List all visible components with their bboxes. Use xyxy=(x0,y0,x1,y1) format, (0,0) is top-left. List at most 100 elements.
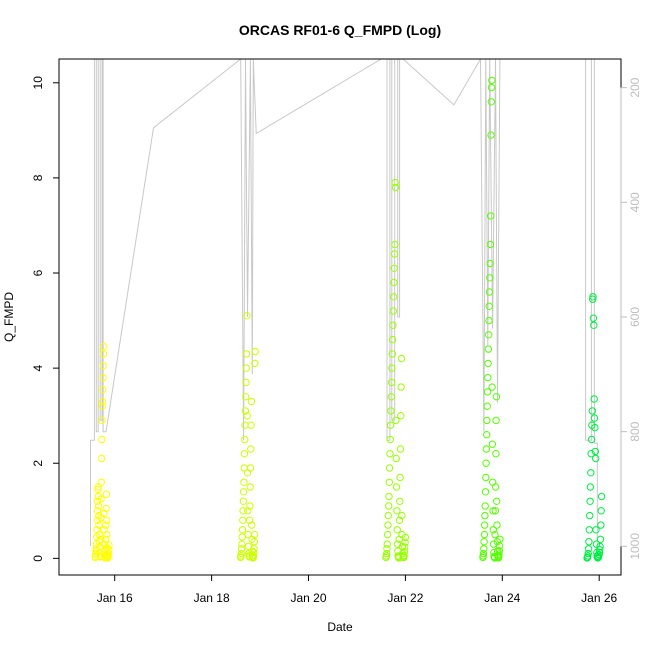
data-point xyxy=(486,274,494,282)
data-point xyxy=(489,526,497,534)
data-point xyxy=(589,293,597,301)
data-point xyxy=(391,183,400,192)
y-tick-label: 8 xyxy=(31,174,45,181)
chart-title: ORCAS RF01-6 Q_FMPD (Log) xyxy=(239,22,441,38)
data-point xyxy=(105,546,113,554)
data-point xyxy=(488,383,496,391)
data-point xyxy=(385,464,394,472)
data-point xyxy=(249,552,258,560)
data-point xyxy=(397,383,405,391)
data-point xyxy=(586,483,595,491)
data-point xyxy=(493,497,501,505)
data-point xyxy=(97,495,105,503)
data-point xyxy=(482,445,491,453)
data-point xyxy=(401,538,409,546)
data-point xyxy=(495,547,503,555)
data-point xyxy=(484,373,492,382)
data-point xyxy=(98,416,106,425)
data-point xyxy=(401,533,410,542)
data-point xyxy=(95,530,103,539)
data-point xyxy=(250,530,259,539)
data-point xyxy=(491,530,499,539)
data-point xyxy=(96,535,105,543)
data-point xyxy=(480,521,489,529)
data-point xyxy=(396,473,404,482)
data-point xyxy=(392,416,400,425)
data-point xyxy=(99,350,108,358)
data-point xyxy=(390,278,398,287)
data-point xyxy=(391,240,399,249)
data-point xyxy=(250,548,258,557)
data-point xyxy=(479,549,488,558)
data-point xyxy=(400,551,408,560)
data-point xyxy=(98,397,107,406)
data-point xyxy=(397,412,405,420)
data-point xyxy=(485,288,494,296)
data-point xyxy=(242,350,251,358)
data-point xyxy=(391,178,399,187)
data-point xyxy=(585,538,593,546)
data-point xyxy=(240,478,248,486)
data-point xyxy=(243,469,252,477)
y-axis: 0 2 4 6 8 10 xyxy=(31,76,60,562)
right-tick-label: 800 xyxy=(628,421,642,441)
data-point xyxy=(398,511,406,520)
data-point xyxy=(400,548,409,556)
data-point xyxy=(387,407,395,415)
data-point xyxy=(383,545,391,553)
data-point xyxy=(597,492,606,501)
data-point xyxy=(483,402,491,410)
data-point xyxy=(384,511,392,520)
data-point xyxy=(382,552,391,560)
data-point xyxy=(590,321,598,329)
right-tick-label: 1000 xyxy=(628,533,642,560)
data-point xyxy=(395,516,404,524)
y-tick-label: 4 xyxy=(31,364,45,371)
data-point xyxy=(102,504,110,513)
data-point xyxy=(105,541,113,549)
data-point xyxy=(584,549,592,558)
data-point xyxy=(480,530,489,539)
data-point xyxy=(592,526,600,534)
data-point xyxy=(99,362,107,370)
altitude-line xyxy=(90,59,598,547)
data-point xyxy=(389,307,397,315)
data-point xyxy=(100,509,108,517)
data-point xyxy=(96,548,104,557)
data-point xyxy=(98,435,106,444)
data-point xyxy=(589,314,598,322)
right-tick-label: 600 xyxy=(628,307,642,327)
data-point xyxy=(392,483,401,491)
data-point xyxy=(97,478,106,486)
data-point xyxy=(243,412,251,420)
data-point xyxy=(241,421,249,429)
data-point xyxy=(386,435,394,444)
right-axis: 200 400 600 800 1000 xyxy=(620,77,642,560)
data-point xyxy=(102,535,110,543)
data-point xyxy=(388,335,397,344)
data-point xyxy=(385,478,393,486)
data-point xyxy=(487,98,495,106)
data-point xyxy=(386,450,394,458)
data-point xyxy=(588,407,596,415)
data-point xyxy=(94,485,102,494)
right-tick-label: 400 xyxy=(628,192,642,212)
data-points xyxy=(91,76,606,562)
data-point xyxy=(587,435,596,444)
data-point xyxy=(247,421,255,429)
data-point xyxy=(597,507,605,515)
x-tick-label: Jan 24 xyxy=(484,591,520,605)
data-point xyxy=(385,492,393,501)
data-point xyxy=(238,526,247,534)
data-point xyxy=(96,553,105,561)
data-point xyxy=(251,347,259,356)
data-point xyxy=(483,416,491,425)
data-point xyxy=(239,507,247,515)
data-point xyxy=(485,331,493,339)
data-point xyxy=(481,502,489,510)
data-point xyxy=(396,497,404,505)
x-tick-label: Jan 16 xyxy=(97,591,133,605)
data-point xyxy=(495,552,503,561)
data-point xyxy=(99,385,107,394)
